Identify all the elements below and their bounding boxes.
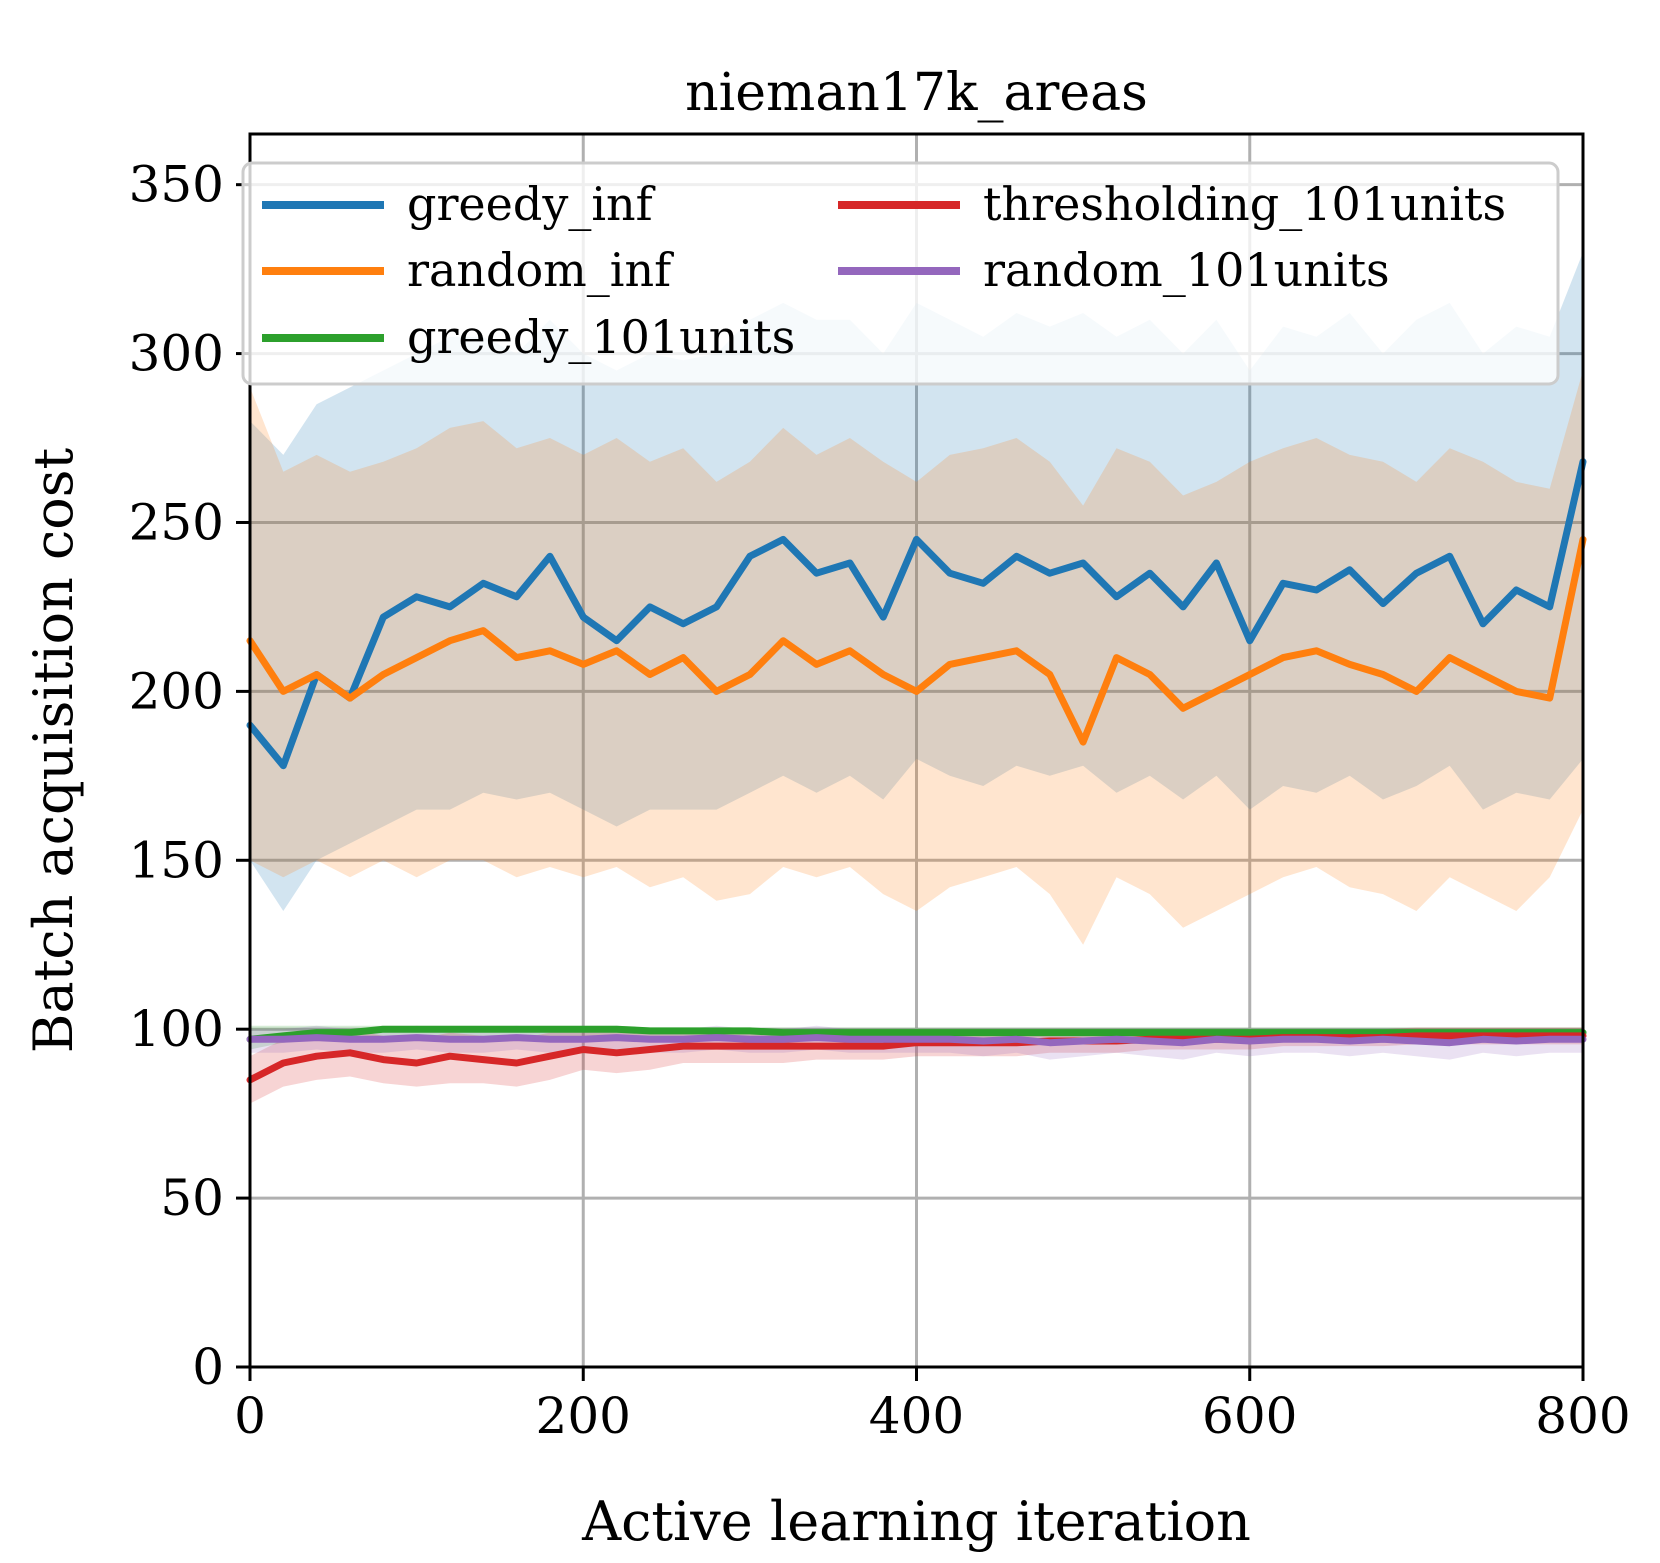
x-axis-title: Active learning iteration	[581, 1490, 1251, 1553]
y-tick-label: 350	[129, 156, 224, 214]
band-random-inf	[250, 370, 1583, 945]
legend-random-inf-label: random_inf	[407, 243, 674, 297]
legend-thresholding-101units-label: thresholding_101units	[983, 177, 1506, 231]
series-line-random-inf	[246, 535, 1587, 746]
axis-ticks: 0 200 400 600 800 0 50 100 150 200 250 300 350	[129, 156, 1631, 1445]
y-tick-label: 250	[129, 493, 224, 551]
y-axis-title: Batch acquisition cost	[22, 448, 85, 1054]
legend-greedy-inf-label: greedy_inf	[407, 177, 656, 231]
x-tick-label: 200	[536, 1387, 631, 1445]
y-tick-label: 0	[192, 1338, 224, 1396]
y-tick-label: 150	[129, 831, 224, 889]
x-tick-label: 600	[1202, 1387, 1297, 1445]
series-line-random-101units	[246, 1034, 1587, 1047]
x-tick-label: 0	[234, 1387, 266, 1445]
y-tick-label: 200	[129, 662, 224, 720]
chart-title: nieman17k_areas	[685, 63, 1148, 123]
y-tick-label: 100	[129, 1000, 224, 1058]
x-tick-label: 800	[1535, 1387, 1630, 1445]
legend-random-101units-label: random_101units	[983, 243, 1390, 297]
y-tick-label: 50	[160, 1169, 224, 1227]
legend: greedy_inf random_inf greedy_101units thres…	[241, 161, 1560, 386]
legend-greedy-101units-label: greedy_101units	[407, 310, 795, 364]
x-tick-label: 400	[869, 1387, 964, 1445]
y-tick-label: 300	[129, 325, 224, 383]
series-line-greedy-101units	[246, 1025, 1587, 1043]
series-line-greedy-inf	[246, 458, 1587, 770]
series-lines	[246, 458, 1587, 1084]
band-greedy-inf	[250, 252, 1583, 911]
